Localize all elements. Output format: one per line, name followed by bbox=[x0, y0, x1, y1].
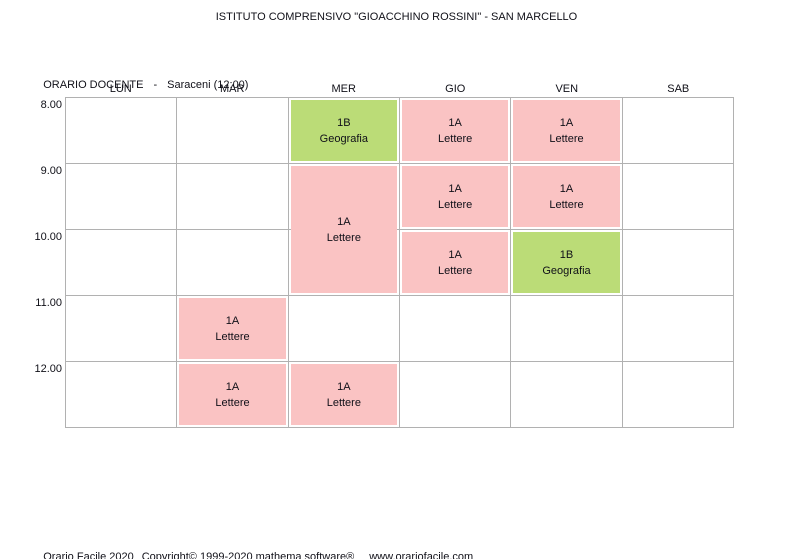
time-label-12: 12.00 bbox=[34, 363, 62, 375]
footer-app-name: Orario Facile 2020 bbox=[43, 551, 134, 559]
lesson-gio-10: 1A Lettere bbox=[402, 232, 509, 293]
lesson-subject: Geografia bbox=[319, 132, 368, 145]
day-header-mar: MAR bbox=[220, 83, 245, 95]
lesson-subject: Lettere bbox=[438, 264, 473, 277]
schedule-header: ORARIO DOCENTE - Saraceni (12:00) bbox=[31, 67, 248, 103]
lesson-ven-9: 1A Lettere bbox=[513, 166, 620, 227]
lesson-class: 1B bbox=[559, 248, 574, 261]
cell-lun-8 bbox=[66, 98, 178, 164]
cell-lun-9 bbox=[66, 164, 178, 230]
cell-mar-10 bbox=[177, 230, 289, 296]
cell-lun-10 bbox=[66, 230, 178, 296]
lesson-subject: Lettere bbox=[215, 396, 250, 409]
day-header-ven: VEN bbox=[555, 83, 579, 95]
schedule-header-separator: - bbox=[153, 79, 158, 91]
day-header-mer: MER bbox=[331, 83, 356, 95]
lesson-class: 1A bbox=[448, 182, 462, 195]
lesson-class: 1A bbox=[225, 314, 240, 327]
cell-sab-12 bbox=[622, 362, 734, 428]
time-label-8: 8.00 bbox=[40, 99, 62, 111]
lesson-ven-8: 1A Lettere bbox=[513, 100, 620, 161]
timetable-grid: 1B Geografia 1A Lettere 1A Lettere 1A Lettere 1A… bbox=[65, 97, 734, 428]
lesson-subject: Lettere bbox=[549, 132, 584, 145]
time-label-11: 11.00 bbox=[35, 297, 62, 309]
lesson-subject: Lettere bbox=[549, 198, 584, 211]
footer-copyright: Copyright© 1999-2020 mathema software® bbox=[141, 551, 355, 559]
cell-lun-11 bbox=[66, 296, 178, 362]
day-header-gio: GIO bbox=[445, 83, 466, 95]
lesson-class: 1B bbox=[337, 116, 351, 129]
cell-gio-11 bbox=[400, 296, 512, 362]
cell-sab-8 bbox=[622, 98, 734, 164]
cell-sab-11 bbox=[622, 296, 734, 362]
lesson-mar-11: 1A Lettere bbox=[179, 298, 286, 359]
time-label-10: 10.00 bbox=[34, 231, 62, 243]
lesson-class: 1A bbox=[448, 116, 462, 129]
footer: Orario Facile 2020 Copyright© 1999-2020 m… bbox=[31, 539, 473, 559]
lesson-class: 1A bbox=[337, 215, 351, 228]
cell-lun-12 bbox=[66, 362, 178, 428]
cell-ven-12 bbox=[511, 362, 623, 428]
schedule-type-label: ORARIO DOCENTE bbox=[43, 79, 144, 91]
lesson-subject: Lettere bbox=[215, 330, 250, 343]
day-header-row: LUN MAR MER GIO VEN SAB bbox=[65, 83, 734, 95]
lesson-gio-8: 1A Lettere bbox=[402, 100, 509, 161]
lesson-class: 1A bbox=[225, 380, 240, 393]
lesson-class: 1A bbox=[559, 182, 574, 195]
lesson-gio-9: 1A Lettere bbox=[402, 166, 509, 227]
day-header-lun: LUN bbox=[109, 83, 132, 95]
cell-mar-9 bbox=[177, 164, 289, 230]
cell-ven-11 bbox=[511, 296, 623, 362]
footer-website: www.orariofacile.com bbox=[369, 551, 474, 559]
lesson-mer-9: 1A Lettere bbox=[290, 166, 397, 293]
lesson-subject: Lettere bbox=[438, 198, 473, 211]
teacher-name-and-hours: Saraceni (12:00) bbox=[167, 79, 249, 91]
school-title: ISTITUTO COMPRENSIVO "GIOACCHINO ROSSINI… bbox=[215, 11, 578, 23]
cell-sab-9 bbox=[622, 164, 734, 230]
cell-gio-12 bbox=[400, 362, 512, 428]
day-header-sab: SAB bbox=[667, 83, 690, 95]
lesson-subject: Lettere bbox=[438, 132, 473, 145]
lesson-mar-12: 1A Lettere bbox=[179, 364, 286, 425]
lesson-class: 1A bbox=[337, 380, 351, 393]
lesson-ven-10: 1B Geografia bbox=[513, 232, 620, 293]
cell-mer-11 bbox=[288, 296, 400, 362]
lesson-subject: Lettere bbox=[326, 396, 361, 409]
lesson-mer-8: 1B Geografia bbox=[290, 100, 397, 161]
cell-sab-10 bbox=[622, 230, 734, 296]
lesson-class: 1A bbox=[448, 248, 462, 261]
lesson-mer-12: 1A Lettere bbox=[290, 364, 397, 425]
lesson-class: 1A bbox=[559, 116, 574, 129]
time-label-9: 9.00 bbox=[40, 165, 62, 177]
lesson-subject: Lettere bbox=[326, 231, 361, 244]
cell-mar-8 bbox=[177, 98, 289, 164]
lesson-subject: Geografia bbox=[542, 264, 591, 277]
